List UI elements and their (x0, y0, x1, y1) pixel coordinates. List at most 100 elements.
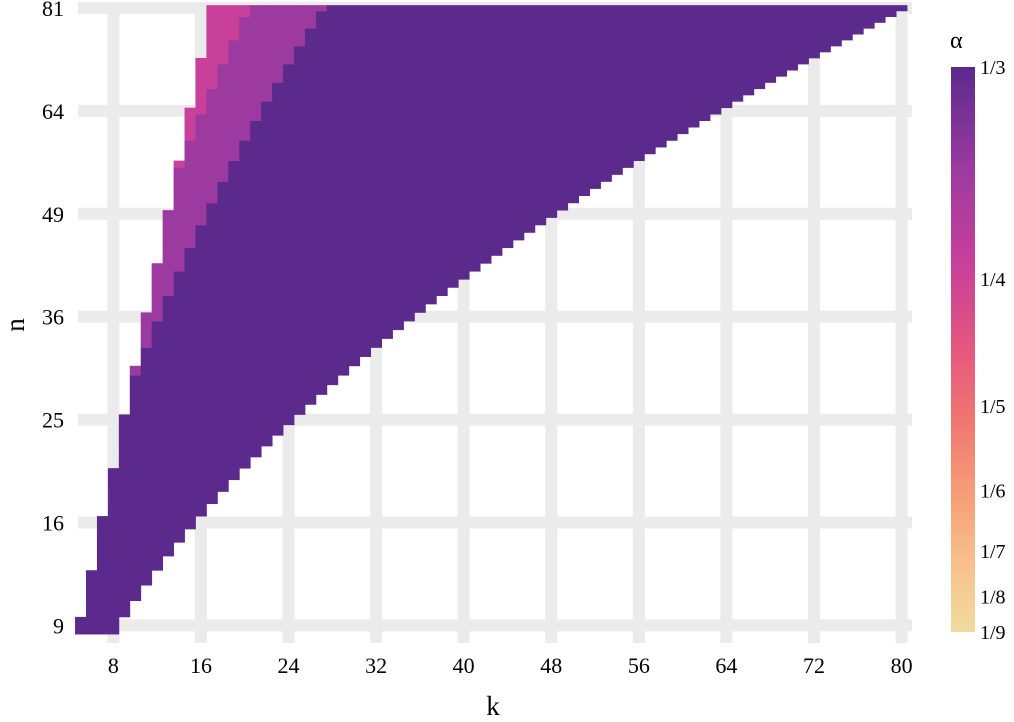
heatmap-cell (633, 5, 645, 12)
heatmap-cell (315, 45, 328, 53)
heatmap-cell (359, 70, 372, 77)
heatmap-cell (578, 153, 590, 162)
heatmap-cell (502, 45, 514, 53)
heatmap-cell (567, 88, 580, 96)
heatmap-cell (206, 39, 218, 47)
heatmap-cell (469, 39, 481, 47)
heatmap-cell (502, 70, 514, 77)
heatmap-cell (480, 10, 492, 18)
heatmap-cell (677, 88, 689, 96)
heatmap-cell (294, 64, 306, 71)
heatmap-cell (436, 210, 448, 218)
heatmap-cell (326, 10, 339, 18)
heatmap-cell (261, 45, 273, 53)
heatmap-cell (228, 114, 240, 121)
heatmap-cell (272, 174, 284, 182)
heatmap-cell (239, 287, 251, 296)
heatmap-cell (523, 153, 536, 162)
heatmap-cell (151, 414, 164, 426)
heatmap-cell (480, 34, 492, 41)
heatmap-cell (556, 133, 569, 141)
heatmap-cell (600, 114, 612, 121)
heatmap-cell (239, 188, 251, 197)
heatmap-cell (469, 239, 481, 249)
heatmap-cell (96, 585, 109, 602)
heatmap-cell (228, 22, 240, 29)
heatmap-cell (512, 120, 525, 128)
heatmap-cell (764, 34, 777, 41)
heatmap-cell (644, 107, 656, 115)
heatmap-cell (753, 34, 766, 41)
colorbar-tick-label: 1/3 (980, 57, 1006, 79)
heatmap-cell (326, 239, 339, 249)
heatmap-cell (315, 188, 328, 197)
heatmap-cell (589, 120, 601, 128)
heatmap-cell (841, 10, 853, 18)
heatmap-cell (184, 167, 196, 175)
heatmap-cell (217, 147, 229, 155)
heatmap-cell (304, 22, 317, 29)
heatmap-cell (512, 82, 525, 90)
heatmap-cell (304, 347, 317, 357)
heatmap-cell (326, 34, 339, 41)
heatmap-cell (545, 70, 558, 77)
heatmap-cell (447, 120, 459, 128)
heatmap-cell (502, 239, 514, 249)
heatmap-cell (261, 70, 273, 77)
heatmap-cell (425, 101, 437, 109)
heatmap-cell (436, 174, 448, 182)
heatmap-cell (622, 120, 634, 128)
heatmap-cell (392, 239, 404, 249)
heatmap-cell (414, 279, 426, 288)
heatmap-cell (272, 295, 284, 305)
heatmap-cell (239, 120, 251, 128)
heatmap-cell (217, 255, 229, 264)
heatmap-cell (337, 312, 350, 322)
heatmap-cell (294, 375, 306, 386)
heatmap-cell (272, 247, 284, 256)
heatmap-cell (491, 217, 503, 226)
heatmap-cell (239, 147, 251, 155)
heatmap-cell (414, 217, 426, 226)
heatmap-cell (425, 76, 437, 83)
heatmap-cell (534, 51, 547, 59)
heatmap-cell (688, 34, 700, 41)
heatmap-cell (261, 394, 273, 405)
heatmap-cell (392, 140, 404, 148)
heatmap-cell (436, 22, 448, 29)
heatmap-cell (523, 57, 536, 65)
heatmap-cell (633, 57, 645, 65)
heatmap-cell (173, 160, 185, 168)
heatmap-cell (184, 160, 196, 168)
heatmap-cell (239, 64, 251, 71)
heatmap-cell (326, 88, 339, 96)
heatmap-cell (250, 140, 262, 148)
heatmap-cell (469, 114, 481, 121)
heatmap-cell (819, 45, 831, 53)
heatmap-cell (206, 338, 218, 348)
heatmap-cell (195, 174, 207, 182)
heatmap-cell (512, 174, 525, 182)
heatmap-cell (381, 107, 393, 115)
heatmap-cell (272, 347, 284, 357)
heatmap-cell (272, 303, 284, 313)
heatmap-cell (118, 445, 131, 458)
heatmap-cell (414, 160, 426, 168)
heatmap-cell (480, 140, 492, 148)
heatmap-cell (480, 45, 492, 53)
heatmap-cell (326, 295, 339, 305)
heatmap-cell (644, 70, 656, 77)
heatmap-cell (129, 375, 142, 386)
heatmap-cell (184, 445, 196, 458)
heatmap-cell (666, 45, 678, 53)
heatmap-cell (184, 147, 196, 155)
x-tick-label: 56 (628, 653, 650, 678)
heatmap-cell (447, 263, 459, 272)
heatmap-cell (151, 312, 164, 322)
heatmap-cell (425, 16, 437, 23)
heatmap-cell (502, 88, 514, 96)
y-tick-label: 49 (42, 202, 64, 227)
heatmap-cell (326, 247, 339, 256)
heatmap-cell (436, 287, 448, 296)
heatmap-cell (480, 82, 492, 90)
